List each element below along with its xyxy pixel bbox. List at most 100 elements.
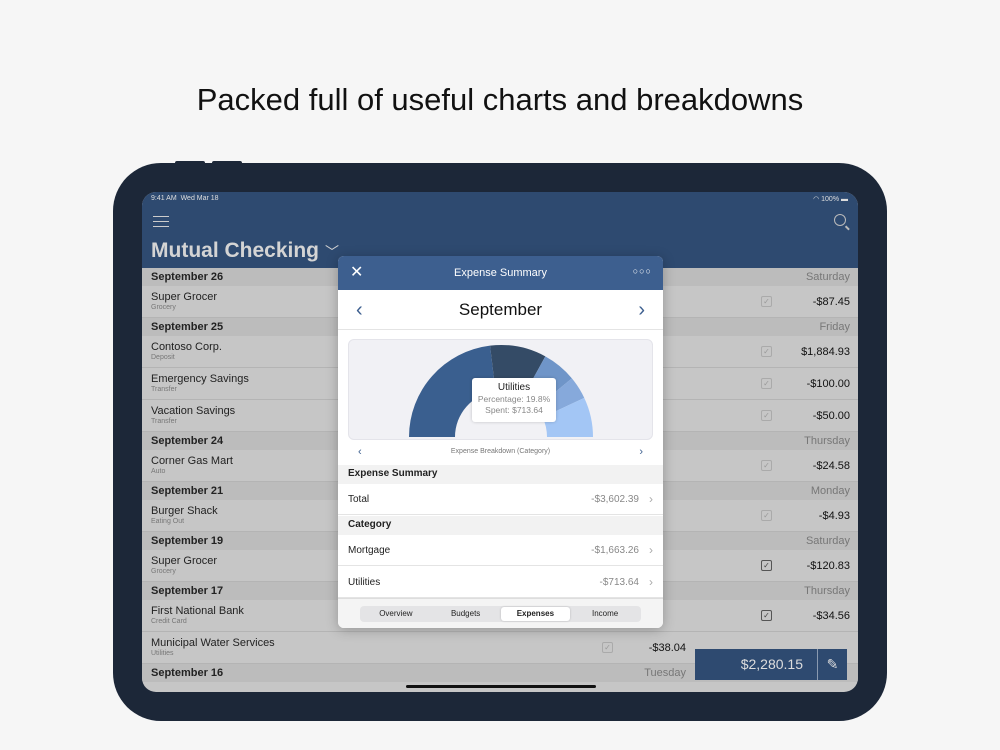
chevron-left-icon[interactable]: ‹ — [358, 446, 362, 458]
date-label: September 21 — [151, 485, 224, 497]
tooltip-percentage: Percentage: 19.8% — [477, 394, 551, 404]
payee: Burger Shack — [151, 505, 218, 517]
day-label: Monday — [810, 485, 850, 497]
amount: -$120.83 — [806, 560, 850, 572]
menu-icon[interactable] — [153, 216, 169, 231]
payee: Municipal Water Services — [151, 637, 275, 649]
category: Deposit — [151, 354, 175, 361]
day-label: Thursday — [804, 435, 850, 447]
account-selector[interactable]: Mutual Checking ﹀ — [151, 239, 339, 263]
home-indicator — [406, 685, 596, 688]
amount: -$34.56 — [812, 610, 850, 622]
day-label: Thursday — [804, 585, 850, 597]
day-label: Saturday — [805, 535, 850, 547]
wifi-icon: ◠ — [813, 196, 820, 203]
expense-summary-modal: ✕ Expense Summary ○○○ ‹ September › Util… — [338, 256, 663, 628]
account-title: Mutual Checking — [151, 239, 320, 262]
date-label: September 19 — [151, 535, 224, 547]
headline: Packed full of useful charts and breakdo… — [196, 82, 804, 117]
total-label: Total — [348, 494, 370, 505]
category: Grocery — [151, 568, 176, 575]
category-label: Mortgage — [348, 545, 391, 556]
payee: First National Bank — [151, 605, 244, 617]
month-label: September — [458, 300, 543, 319]
tooltip-spent: Spent: $713.64 — [485, 405, 543, 415]
payee: Super Grocer — [151, 291, 218, 303]
amount: -$24.58 — [812, 460, 850, 472]
category-value: -$1,663.26 — [591, 545, 639, 556]
cleared-checkbox[interactable]: ✓ — [761, 460, 772, 471]
transaction-row[interactable]: First National Bank Credit Card ✓ -$34.56 — [142, 600, 858, 632]
balance-bar[interactable]: $2,280.15 ✎ — [695, 649, 847, 680]
date-label: September 16 — [151, 667, 224, 679]
nav-bar: 9:41 AM Wed Mar 18 ◠ 100% ▬ Mutual Check… — [142, 192, 858, 268]
category: Credit Card — [151, 618, 187, 625]
chevron-right-icon: › — [649, 575, 653, 589]
total-value: -$3,602.39 — [591, 494, 639, 505]
battery-level: 100% — [821, 196, 840, 203]
cleared-checkbox[interactable]: ✓ — [761, 510, 772, 521]
chart-caption-bar: ‹ Expense Breakdown (Category) › — [338, 445, 663, 459]
chevron-right-icon[interactable]: › — [638, 299, 645, 321]
category: Eating Out — [151, 518, 185, 525]
chevron-right-icon: › — [649, 543, 653, 557]
chevron-right-icon[interactable]: › — [639, 446, 643, 458]
status-time: 9:41 AM — [151, 195, 177, 202]
payee: Contoso Corp. — [151, 341, 222, 353]
date-label: September 25 — [151, 321, 224, 333]
tab-income[interactable]: Income — [592, 609, 619, 618]
section-header: Expense Summary — [338, 465, 663, 484]
slice-4[interactable] — [542, 397, 593, 437]
tab-overview[interactable]: Overview — [379, 609, 413, 618]
amount: -$87.45 — [812, 296, 850, 308]
cleared-checkbox[interactable]: ✓ — [761, 410, 772, 421]
tab-expenses[interactable]: Expenses — [500, 607, 571, 621]
transaction-row[interactable]: Super Grocer Grocery ✓ -$87.45 — [142, 286, 858, 318]
chart-tooltip: Utilities Percentage: 19.8% Spent: $713.… — [472, 378, 556, 422]
tab-bar: Overview Budgets Expenses Income — [338, 598, 663, 628]
status-date: Wed Mar 18 — [180, 195, 219, 202]
battery-icon: ▬ — [841, 196, 848, 203]
segmented-control: Overview Budgets Expenses Income — [360, 606, 641, 622]
date-header: September 16 Tuesday — [142, 664, 858, 682]
category: Transfer — [151, 418, 177, 425]
cleared-checkbox[interactable]: ✓ — [761, 560, 772, 571]
tab-budgets[interactable]: Budgets — [450, 609, 481, 618]
tooltip-title: Utilities — [497, 382, 531, 393]
amount: $1,884.93 — [801, 346, 850, 358]
total-row[interactable]: Total -$3,602.39 › — [338, 484, 663, 515]
more-icon[interactable]: ○○○ — [632, 266, 652, 276]
category-label: Utilities — [348, 577, 381, 588]
day-label: Tuesday — [644, 667, 686, 679]
modal-header: ✕ Expense Summary ○○○ — [338, 256, 663, 290]
date-label: September 26 — [151, 271, 224, 283]
edit-icon[interactable]: ✎ — [817, 649, 847, 680]
cleared-checkbox[interactable]: ✓ — [761, 346, 772, 357]
payee: Super Grocer — [151, 555, 218, 567]
amount: -$38.04 — [648, 642, 686, 654]
cleared-checkbox[interactable]: ✓ — [761, 610, 772, 621]
category: Utilities — [151, 650, 174, 657]
date-label: September 17 — [151, 585, 224, 597]
category: Transfer — [151, 386, 177, 393]
close-icon[interactable]: ✕ — [350, 264, 364, 281]
month-nav: ‹ September › — [338, 290, 663, 330]
cleared-checkbox[interactable]: ✓ — [761, 378, 772, 389]
search-icon[interactable] — [834, 214, 846, 226]
category-row[interactable]: Mortgage -$1,663.26 › — [338, 535, 663, 566]
chart-caption: Expense Breakdown (Category) — [450, 448, 551, 455]
day-label: Saturday — [805, 271, 850, 283]
section-header: Category — [338, 516, 663, 535]
cleared-checkbox[interactable]: ✓ — [602, 642, 613, 653]
cleared-checkbox[interactable]: ✓ — [761, 296, 772, 307]
chevron-left-icon[interactable]: ‹ — [356, 299, 363, 321]
chart-card: Utilities Percentage: 19.8% Spent: $713.… — [348, 339, 653, 440]
payee: Corner Gas Mart — [151, 455, 233, 467]
category: Grocery — [151, 304, 176, 311]
slice-mortgage[interactable] — [409, 345, 496, 437]
category-row[interactable]: Utilities -$713.64 › — [338, 567, 663, 598]
date-label: September 24 — [151, 435, 224, 447]
amount: -$4.93 — [818, 510, 850, 522]
balance-value: $2,280.15 — [740, 656, 803, 672]
transaction-row[interactable]: Municipal Water Services Utilities ✓ -$38.0… — [142, 632, 858, 664]
